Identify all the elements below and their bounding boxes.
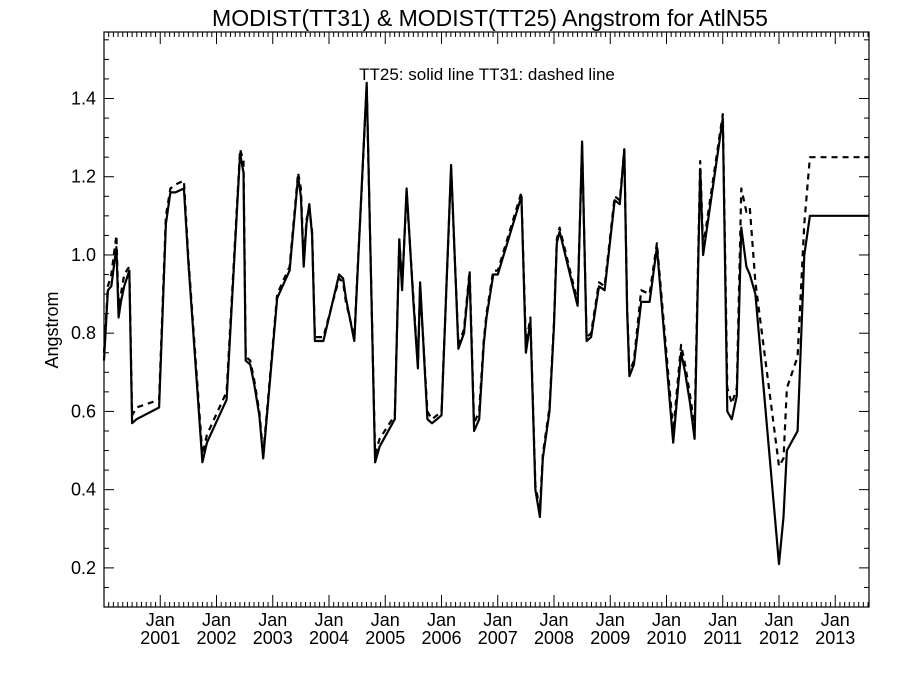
y-tick-label: 1.0 [71, 245, 96, 265]
x-tick-year: 2003 [253, 628, 293, 648]
x-tick-year: 2008 [534, 628, 574, 648]
series-line-tt25 [102, 81, 869, 566]
x-axis: Jan2001Jan2002Jan2003Jan2004Jan2005Jan20… [108, 32, 869, 648]
x-tick-month: Jan [258, 610, 287, 630]
x-tick-year: 2004 [309, 628, 349, 648]
x-tick-month: Jan [652, 610, 681, 630]
x-tick-year: 2011 [703, 628, 742, 648]
legend-annotation: TT25: solid line TT31: dashed line [359, 65, 615, 84]
y-tick-label: 1.4 [71, 88, 96, 108]
x-tick-month: Jan [202, 610, 231, 630]
y-tick-label: 0.8 [71, 323, 96, 343]
y-tick-label: 1.2 [71, 167, 96, 187]
x-tick-month: Jan [371, 610, 400, 630]
chart-title: MODIST(TT31) & MODIST(TT25) Angstrom for… [212, 5, 768, 31]
x-tick-month: Jan [539, 610, 568, 630]
x-tick-month: Jan [596, 610, 625, 630]
x-tick-month: Jan [314, 610, 343, 630]
x-tick-year: 2012 [759, 628, 799, 648]
x-tick-year: 2009 [590, 628, 630, 648]
x-tick-month: Jan [146, 610, 175, 630]
y-tick-label: 0.4 [71, 480, 96, 500]
x-tick-year: 2002 [196, 628, 236, 648]
x-tick-year: 2010 [646, 628, 686, 648]
x-tick-month: Jan [708, 610, 737, 630]
series-layer [102, 81, 869, 566]
y-axis-label: Angstrom [42, 291, 62, 368]
x-tick-year: 2006 [421, 628, 461, 648]
plot-frame [103, 31, 870, 608]
x-tick-month: Jan [483, 610, 512, 630]
y-tick-label: 0.6 [71, 401, 96, 421]
x-tick-month: Jan [427, 610, 456, 630]
x-tick-year: 2007 [478, 628, 518, 648]
y-tick-label: 0.2 [71, 558, 96, 578]
x-tick-year: 2005 [365, 628, 405, 648]
x-tick-month: Jan [821, 610, 850, 630]
x-tick-year: 2013 [815, 628, 855, 648]
x-tick-month: Jan [764, 610, 793, 630]
series-line-tt31 [102, 85, 869, 511]
x-tick-year: 2001 [140, 628, 180, 648]
